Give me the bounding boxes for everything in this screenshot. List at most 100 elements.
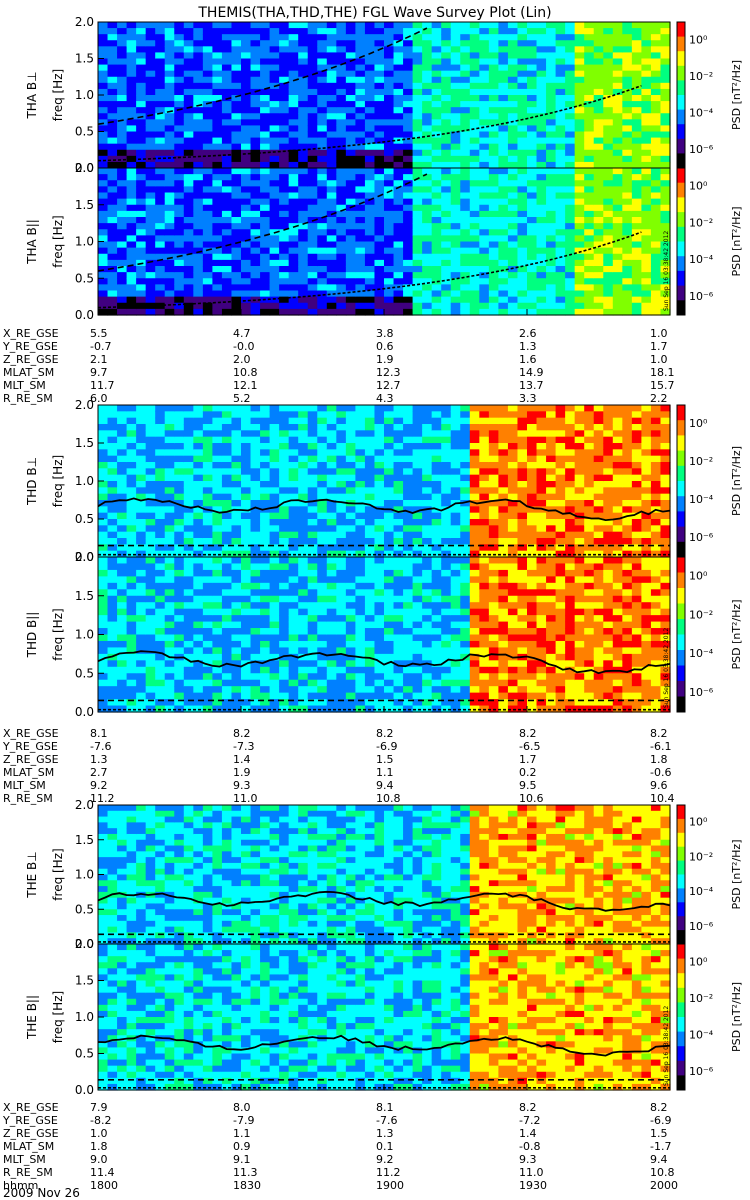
heatmap-cell — [450, 481, 461, 488]
heatmap-cell — [107, 149, 118, 157]
heatmap-cell — [107, 76, 118, 84]
heatmap-cell — [212, 34, 223, 41]
heatmap-cell — [231, 266, 242, 273]
heatmap-cell — [641, 52, 652, 60]
heatmap-cell — [336, 481, 347, 488]
heatmap-cell — [422, 125, 433, 133]
heatmap-cell — [202, 512, 213, 520]
heatmap-cell — [298, 557, 309, 565]
heatmap-cell — [307, 481, 318, 488]
heatmap-cell — [98, 64, 109, 72]
heatmap-cell — [269, 576, 280, 584]
heatmap-cell — [488, 180, 499, 187]
heatmap-cell — [593, 198, 604, 206]
heatmap-cell — [183, 64, 194, 72]
heatmap-cell — [584, 519, 595, 526]
heatmap-cell — [507, 253, 519, 261]
heatmap-cell — [593, 436, 604, 444]
ephemeris-value: 1.0 — [650, 327, 668, 340]
heatmap-cell — [660, 217, 671, 224]
heatmap-cell — [155, 493, 166, 501]
heatmap-cell — [336, 253, 347, 261]
heatmap-cell — [126, 101, 137, 108]
heatmap-cell — [517, 149, 528, 157]
heatmap-cell — [498, 308, 509, 316]
heatmap-cell — [117, 302, 128, 310]
heatmap-cell — [593, 235, 604, 243]
heatmap-cell — [517, 487, 528, 495]
heatmap-cell — [145, 621, 156, 629]
heatmap-cell — [145, 137, 156, 145]
heatmap-cell — [593, 113, 604, 120]
heatmap-cell — [479, 113, 490, 120]
heatmap-cell — [107, 449, 118, 457]
heatmap-cell — [507, 88, 519, 96]
heatmap-cell — [279, 602, 290, 610]
heatmap-cell — [460, 525, 471, 533]
heatmap-cell — [527, 272, 538, 279]
heatmap-cell — [517, 449, 528, 457]
heatmap-cell — [574, 519, 585, 526]
heatmap-cell — [479, 235, 490, 243]
heatmap-cell — [193, 628, 204, 636]
heatmap-cell — [241, 137, 252, 145]
heatmap-cell — [631, 204, 642, 212]
heatmap-cell — [136, 455, 147, 463]
heatmap-cell — [241, 266, 252, 273]
heatmap-cell — [450, 487, 461, 495]
heatmap-cell — [269, 411, 280, 419]
heatmap-cell — [183, 481, 194, 488]
heatmap-cell — [107, 595, 118, 603]
heatmap-cell — [155, 217, 166, 224]
heatmap-cell — [155, 455, 166, 463]
heatmap-cell — [364, 259, 376, 267]
heatmap-cell — [498, 64, 509, 72]
heatmap-cell — [364, 235, 376, 243]
heatmap-cell — [288, 137, 299, 145]
heatmap-cell — [345, 113, 356, 120]
heatmap-cell — [193, 455, 204, 463]
heatmap-cell — [126, 576, 137, 584]
heatmap-cell — [603, 229, 614, 236]
heatmap-cell — [622, 424, 633, 431]
heatmap-cell — [469, 76, 480, 84]
heatmap-cell — [364, 22, 376, 29]
heatmap-cell — [231, 640, 242, 649]
heatmap-cell — [98, 88, 109, 96]
heatmap-cell — [221, 531, 233, 539]
heatmap-cell — [155, 143, 166, 151]
heatmap-cell — [164, 82, 175, 90]
heatmap-cell — [412, 241, 423, 249]
heatmap-cell — [584, 487, 595, 495]
heatmap-cell — [574, 161, 585, 169]
heatmap-cell — [279, 278, 290, 285]
heatmap-cell — [202, 198, 213, 206]
heatmap-cell — [155, 259, 166, 267]
heatmap-cell — [565, 198, 576, 206]
heatmap-cell — [403, 538, 414, 545]
heatmap-cell — [622, 174, 633, 181]
heatmap-cell — [479, 204, 490, 212]
heatmap-cell — [546, 266, 557, 273]
heatmap-cell — [288, 512, 299, 520]
heatmap-cell — [345, 436, 356, 444]
heatmap-cell — [174, 235, 185, 243]
heatmap-cell — [612, 544, 623, 552]
heatmap-cell — [202, 308, 213, 316]
heatmap-cell — [441, 82, 452, 90]
heatmap-cell — [431, 210, 442, 218]
heatmap-cell — [317, 204, 328, 212]
heatmap-cell — [374, 443, 385, 450]
heatmap-cell — [498, 125, 509, 133]
heatmap-cell — [193, 58, 204, 66]
heatmap-cell — [231, 235, 242, 243]
heatmap-cell — [393, 493, 404, 501]
heatmap-cell — [450, 266, 461, 273]
heatmap-cell — [460, 58, 471, 66]
heatmap-cell — [326, 40, 337, 47]
heatmap-cell — [336, 278, 347, 285]
heatmap-cell — [641, 284, 652, 292]
heatmap-cell — [574, 235, 585, 243]
heatmap-cell — [250, 308, 261, 316]
heatmap-cell — [641, 405, 652, 412]
